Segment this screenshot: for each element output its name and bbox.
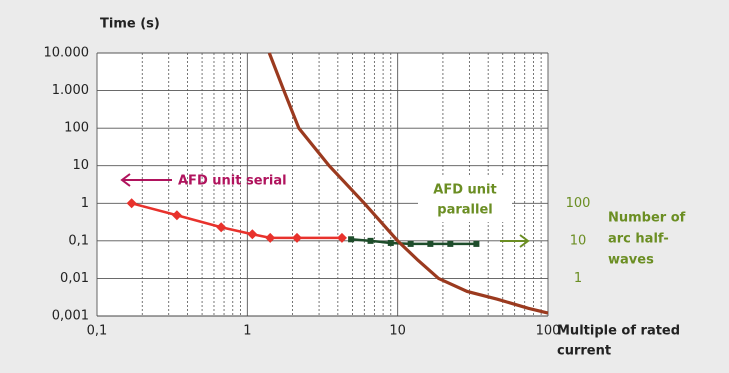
marker: [407, 240, 414, 247]
marker: [292, 232, 303, 243]
y-tick-label: 1.000: [52, 83, 89, 98]
y-tick-label: 10: [72, 158, 89, 173]
x-axis-title: current: [557, 344, 611, 359]
x-tick-label: 100: [536, 324, 561, 339]
y-tick-label: 10.000: [44, 46, 90, 61]
y2-tick-label: 1: [574, 271, 582, 286]
marker: [348, 236, 355, 243]
marker: [473, 240, 480, 247]
y2-axis-title: waves: [608, 253, 654, 268]
x-tick-label: 10: [389, 324, 406, 339]
annotation: parallel: [437, 203, 492, 218]
y-tick-label: 0,1: [68, 233, 89, 248]
y2-axis-title: arc half-: [608, 232, 669, 247]
arrow: [120, 173, 172, 187]
arrow: [500, 234, 530, 248]
series-line: [267, 52, 549, 315]
marker: [126, 198, 137, 209]
marker: [427, 240, 434, 247]
annotation: AFD unit: [433, 183, 496, 198]
y-tick-label: 0,001: [52, 309, 89, 324]
annotation-box: [418, 176, 512, 222]
x-tick-label: 1: [243, 324, 251, 339]
annotation: AFD unit serial: [178, 174, 287, 189]
marker: [216, 222, 227, 233]
y-tick-label: 100: [64, 121, 89, 136]
marker: [171, 210, 182, 221]
y-tick-label: 0,01: [60, 271, 89, 286]
marker: [387, 239, 394, 246]
marker: [447, 240, 454, 247]
marker: [336, 232, 347, 243]
x-axis-title: Multiple of rated: [557, 324, 680, 339]
y2-tick-label: 100: [566, 196, 591, 211]
y-axis-title: Time (s): [100, 17, 160, 32]
y-tick-label: 1: [81, 196, 89, 211]
marker: [265, 232, 276, 243]
y2-axis-title: Number of: [608, 211, 686, 226]
marker: [247, 229, 258, 240]
x-tick-label: 0,1: [87, 324, 108, 339]
marker: [367, 237, 374, 244]
y2-tick-label: 10: [570, 233, 587, 248]
